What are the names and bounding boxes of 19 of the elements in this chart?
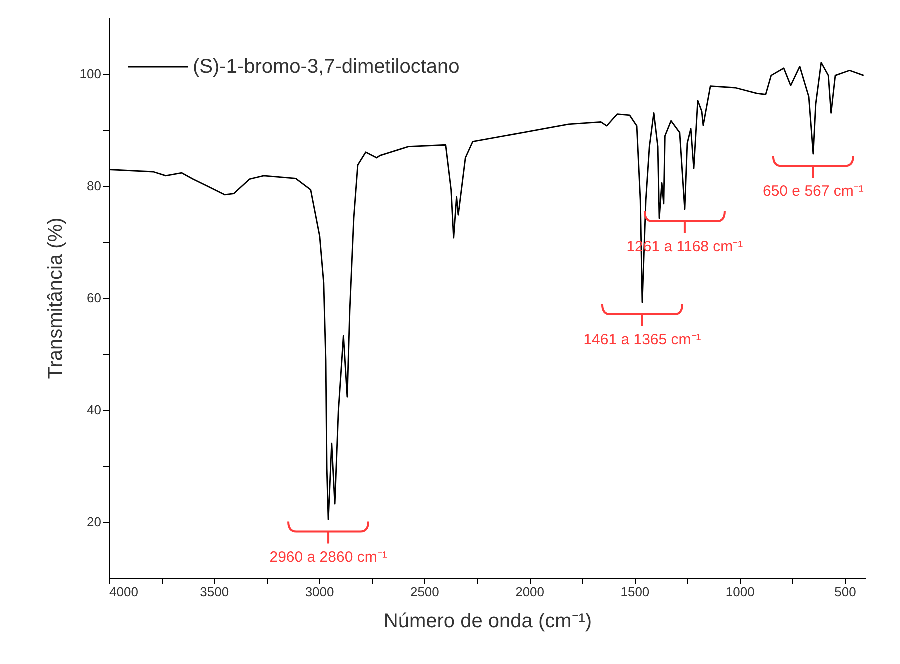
annotation: 650 e 567 cm⁻¹ [762,183,864,200]
y-tick-label: 20 [87,514,102,530]
x-tick-label: 4000 [110,584,138,600]
y-tick-label: 80 [87,178,102,194]
x-tick-label: 1500 [620,584,650,600]
legend-label: (S)-1-bromo-3,7-dimetiloctano [193,56,460,78]
annotation: 1461 a 1365 cm⁻¹ [584,331,702,348]
x-tick-label: 2500 [410,584,440,600]
y-axis-title: Transmitância (%) [44,218,67,380]
x-tick-label: 3000 [305,584,334,600]
x-tick-label: 2000 [516,584,545,600]
y-tick-label: 100 [80,66,102,82]
y-tick-label: 40 [87,402,102,418]
x-tick-label: 1000 [726,584,755,600]
x-axis-title: Número de onda (cm⁻¹) [384,610,592,632]
annotation: 2960 a 2860 cm⁻¹ [270,548,388,566]
y-tick-label: 60 [87,290,102,306]
x-tick-label: 3500 [200,584,230,600]
x-tick-label: 500 [834,584,856,600]
